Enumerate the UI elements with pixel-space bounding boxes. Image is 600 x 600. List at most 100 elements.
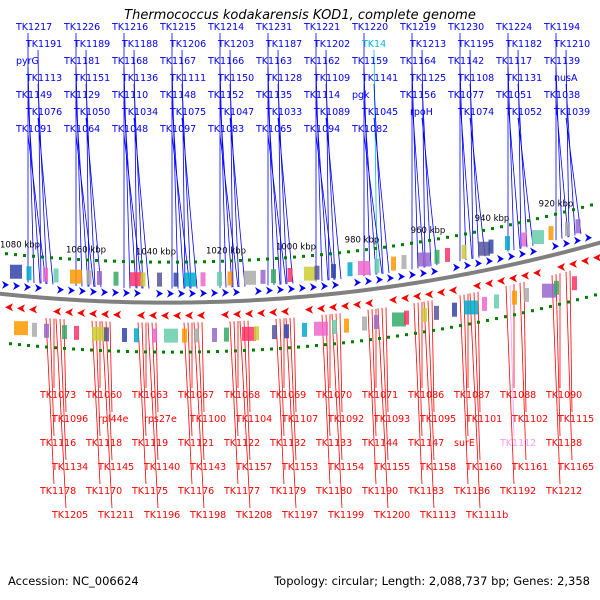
reverse-leader-line (381, 307, 389, 461)
feature-block (331, 264, 336, 279)
scale-tick (59, 256, 62, 260)
forward-gene-label: TK1148 (159, 90, 196, 101)
reverse-gene-arrow (173, 311, 181, 320)
reverse-gene-label: TK1200 (373, 510, 410, 521)
reverse-gene-arrow (401, 294, 409, 303)
feature-block (140, 272, 146, 287)
scale-tick (5, 252, 8, 256)
feature-block (362, 316, 367, 331)
forward-gene-label: TK1136 (121, 73, 158, 84)
scale-tick (14, 253, 17, 257)
scale-tick (531, 309, 534, 313)
feature-block (152, 328, 157, 343)
forward-gene-label: TK1097 (159, 124, 196, 135)
scale-tick (144, 350, 147, 354)
reverse-leader-line (555, 274, 561, 437)
scale-tick (396, 334, 399, 338)
forward-gene-label: TK1220 (351, 22, 388, 33)
forward-gene-label: TK1215 (159, 22, 196, 33)
forward-leader-line (229, 117, 246, 287)
forward-gene-arrow (266, 286, 273, 295)
scale-labels: 1080 kbp 1060 kbp 1040 kbp 1020 kbp 1000 kbp… (0, 199, 573, 257)
feature-block (92, 326, 106, 341)
forward-leader-line (373, 83, 384, 274)
scale-tick (36, 344, 39, 348)
reverse-leader-line (201, 322, 205, 413)
forward-gene-label: TK1141 (361, 73, 398, 84)
reverse-gene-label: TK1212 (545, 486, 582, 497)
reverse-gene-arrow (221, 310, 229, 319)
forward-leader-line (565, 49, 570, 237)
scale-tick (252, 348, 255, 352)
scale-tick (77, 258, 80, 262)
feature-block (434, 249, 440, 264)
scale-tick (68, 257, 71, 261)
scale-ticks (5, 203, 597, 354)
scale-tick (54, 346, 57, 350)
forward-leader-line (469, 117, 486, 257)
reverse-gene-arrow (305, 305, 313, 314)
forward-gene-arrow (222, 288, 229, 297)
scale-tick (293, 255, 296, 259)
scale-tick (230, 259, 233, 263)
reverse-leader-line (243, 320, 251, 461)
feature-block (314, 265, 320, 280)
feature-block (464, 300, 478, 315)
forward-gene-label: TK1226 (63, 22, 100, 33)
feature-block (130, 272, 142, 287)
reverse-gene-label: TK1119 (131, 438, 168, 449)
feature-block (434, 305, 439, 320)
forward-gene-arrow (420, 269, 427, 278)
forward-gene-label: TK1047 (217, 107, 254, 118)
reverse-gene-arrow (161, 311, 169, 320)
forward-gene-arrow (453, 263, 460, 272)
forward-gene-label: TK1089 (313, 107, 350, 118)
reverse-leader-line (137, 322, 147, 485)
reverse-gene-label: rpl44e (98, 414, 129, 425)
scale-tick (207, 350, 210, 354)
forward-gene-label: TK1202 (313, 39, 350, 50)
scale-tick (576, 298, 579, 302)
reverse-gene-arrow (281, 307, 289, 316)
scale-tick (585, 295, 588, 299)
forward-gene-arrow (464, 261, 471, 270)
reverse-gene-arrow (437, 288, 445, 297)
reverse-gene-arrow (77, 309, 85, 318)
scale-tick (563, 210, 566, 214)
scale-tick (342, 341, 345, 345)
feature-block (164, 328, 178, 343)
reverse-gene-arrow (245, 309, 253, 318)
scale-tick (347, 250, 350, 254)
forward-leader-line (267, 100, 281, 285)
scale-tick (414, 331, 417, 335)
reverse-gene-arrow (197, 311, 205, 320)
reverse-leader-line (105, 321, 113, 461)
scale-tick (464, 232, 467, 236)
forward-gene-arrow (255, 287, 262, 296)
scale-tick (536, 217, 539, 221)
forward-gene-label: TK1110 (111, 90, 148, 101)
forward-gene-label: TK1091 (15, 124, 52, 135)
scale-tick (185, 260, 188, 264)
forward-leader-line (507, 66, 515, 251)
forward-leader-line (517, 117, 534, 246)
scale-tick (158, 260, 161, 264)
reverse-leader-line (187, 322, 193, 437)
feature-block (314, 321, 328, 336)
scale-tick (387, 335, 390, 339)
forward-gene-arrow (486, 257, 493, 266)
reverse-leader-line (569, 270, 573, 413)
feature-block (26, 266, 32, 281)
forward-gene-arrow (211, 289, 218, 298)
forward-gene-label: TK1214 (207, 22, 244, 33)
forward-leader-line (37, 83, 48, 285)
feature-block (284, 324, 289, 339)
forward-gene-arrow (365, 277, 372, 286)
scale-tick (234, 349, 237, 353)
scale-tick (509, 223, 512, 227)
forward-gene-label: rpoH (410, 107, 433, 118)
forward-gene-label: TK1203 (217, 39, 254, 50)
forward-gene-label: TK1164 (399, 56, 436, 67)
forward-gene-arrow (431, 267, 438, 276)
forward-gene-label: TK1216 (111, 22, 148, 33)
